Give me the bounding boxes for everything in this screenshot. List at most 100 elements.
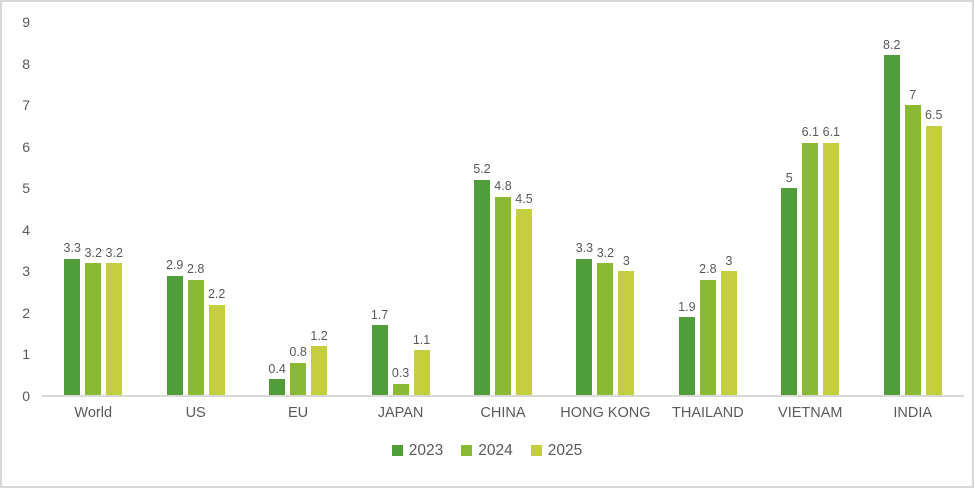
bars: 3.3 3.2 3.2: [64, 242, 123, 396]
bar-2024-china[interactable]: [494, 196, 511, 396]
bar-group-vietnam: 5 6.1 6.1: [759, 22, 861, 396]
bars: 2.9 2.8 2.2: [166, 259, 225, 396]
data-label: 3: [725, 253, 733, 268]
bar-2024-eu[interactable]: [290, 362, 307, 396]
bar-2025-india[interactable]: [925, 125, 942, 396]
bar-wrap: 5: [781, 172, 798, 396]
bars: 3.3 3.2 3: [576, 242, 635, 396]
bar-2024-vietnam[interactable]: [802, 142, 819, 396]
data-label: 2.2: [207, 287, 226, 302]
bar-wrap: 1.9: [678, 301, 696, 396]
bars: 5.2 4.8 4.5: [473, 163, 533, 396]
bar-2024-india[interactable]: [904, 105, 921, 396]
y-tick-label: 3: [22, 263, 30, 280]
y-axis: 0 1 2 3 4 5 6 7 8 9: [2, 15, 42, 403]
y-tick-label: 0: [22, 388, 30, 404]
data-label: 4.5: [515, 191, 533, 206]
data-label: 2.9: [165, 258, 184, 272]
bar-2025-hong-kong[interactable]: [618, 271, 635, 396]
bar-groups: 3.3 3.2 3.2 2.9 2.8 2.2 0.4 0.8 1.2 1.7 0.3 1.1 5.2 4…: [42, 22, 964, 396]
legend-swatch-icon: [461, 445, 473, 457]
data-label: 0.3: [391, 366, 410, 381]
bar-wrap: 3.2: [106, 247, 123, 396]
bar-wrap: 3.2: [85, 247, 102, 396]
bars: 8.2 7 6.5: [883, 39, 942, 396]
data-label: 0.8: [289, 345, 307, 360]
data-label: 3.2: [596, 245, 615, 260]
bar-wrap: 7: [904, 89, 921, 396]
bar-2025-world[interactable]: [106, 263, 123, 396]
bar-group-world: 3.3 3.2 3.2: [42, 22, 144, 396]
bar-wrap: 6.5: [925, 109, 942, 396]
y-tick-label: 7: [22, 97, 30, 114]
bar-wrap: 2.2: [208, 288, 225, 396]
bar-wrap: 4.8: [494, 180, 512, 396]
category-label-vietnam: VIETNAM: [778, 405, 843, 421]
bars: 0.4 0.8 1.2: [268, 330, 328, 396]
y-tick-label: 8: [22, 55, 30, 72]
data-label: 2.8: [699, 262, 717, 277]
data-label: 3.2: [105, 245, 123, 260]
legend-item-2025[interactable]: 2025: [530, 442, 583, 459]
data-label: 3.2: [84, 245, 102, 260]
bar-group-us: 2.9 2.8 2.2: [144, 22, 246, 396]
bar-2025-eu[interactable]: [311, 346, 328, 396]
bar-2023-india[interactable]: [883, 55, 900, 396]
bar-2023-world[interactable]: [64, 258, 81, 396]
y-tick-label: 4: [22, 221, 30, 238]
bar-2024-us[interactable]: [187, 279, 204, 396]
bar-group-japan: 1.7 0.3 1.1: [349, 22, 451, 396]
data-label: 5: [785, 170, 793, 185]
category-label-japan: JAPAN: [377, 405, 424, 421]
bar-2025-vietnam[interactable]: [823, 142, 840, 396]
data-label: 8.2: [883, 37, 901, 52]
bar-2025-japan[interactable]: [413, 350, 430, 396]
data-label: 1.1: [412, 332, 431, 347]
bar-2023-vietnam[interactable]: [781, 188, 798, 396]
bar-group-india: 8.2 7 6.5: [862, 22, 964, 396]
bar-wrap: 0.4: [268, 363, 286, 396]
bar-2023-japan[interactable]: [371, 325, 388, 396]
data-label: 7: [909, 87, 917, 102]
bar-wrap: 6.1: [802, 126, 819, 396]
legend-label: 2023: [408, 442, 444, 459]
bar-2025-thailand[interactable]: [720, 271, 737, 396]
bar-2024-japan[interactable]: [392, 383, 409, 396]
category-label-india: INDIA: [893, 405, 933, 421]
bar-2024-world[interactable]: [85, 263, 102, 396]
bar-wrap: 1.7: [371, 309, 388, 396]
data-label: 4.8: [494, 179, 512, 194]
bar-wrap: 3.3: [64, 242, 81, 396]
x-axis-labels: World US EU JAPAN CHINA HONG KONG THAILAND VIET…: [42, 396, 964, 421]
legend-swatch-icon: [530, 445, 542, 457]
data-label: 1.9: [678, 299, 696, 314]
x-axis-line: [42, 395, 964, 397]
data-label: 3: [622, 253, 630, 268]
category-label-us: US: [185, 405, 206, 421]
legend-label: 2025: [547, 442, 583, 459]
bar-2023-china[interactable]: [473, 179, 490, 396]
bar-wrap: 4.5: [515, 192, 533, 396]
bar-wrap: 2.8: [187, 263, 204, 396]
bar-2024-hong-kong[interactable]: [597, 263, 614, 396]
bar-group-eu: 0.4 0.8 1.2: [247, 22, 349, 396]
legend-item-2024[interactable]: 2024: [461, 442, 513, 459]
y-tick-label: 2: [22, 304, 30, 321]
bar-2023-eu[interactable]: [269, 379, 286, 396]
data-label: 6.1: [801, 125, 819, 140]
bar-2023-hong-kong[interactable]: [576, 258, 593, 396]
bar-2024-thailand[interactable]: [699, 279, 716, 396]
legend-label: 2024: [478, 442, 513, 459]
bars: 1.9 2.8 3: [678, 255, 737, 396]
bar-wrap: 3.3: [576, 242, 593, 396]
bar-2023-thailand[interactable]: [678, 317, 695, 396]
legend-item-2023[interactable]: 2023: [391, 442, 444, 459]
data-label: 1.7: [370, 307, 389, 322]
bar-group-china: 5.2 4.8 4.5: [452, 22, 554, 396]
bar-group-hong-kong: 3.3 3.2 3: [554, 22, 656, 396]
data-label: 1.2: [310, 328, 328, 343]
y-tick-label: 9: [22, 14, 30, 30]
bar-2025-china[interactable]: [515, 209, 532, 396]
bar-2023-us[interactable]: [166, 275, 183, 396]
bar-2025-us[interactable]: [208, 304, 225, 396]
